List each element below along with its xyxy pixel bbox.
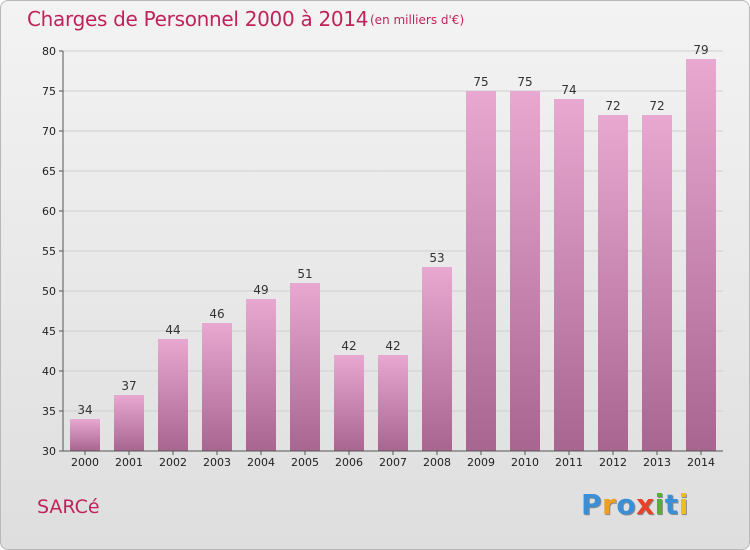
data-label: 34 — [77, 403, 92, 417]
bar — [598, 115, 628, 451]
x-tick-label: 2014 — [687, 456, 715, 469]
x-tick-label: 2012 — [599, 456, 627, 469]
y-tick-label: 35 — [42, 405, 56, 418]
bar — [114, 395, 144, 451]
bar — [290, 283, 320, 451]
data-label: 37 — [121, 379, 136, 393]
bar — [378, 355, 408, 451]
bar — [686, 59, 716, 451]
data-label: 53 — [429, 251, 444, 265]
x-tick-label: 2008 — [423, 456, 451, 469]
logo-letter: t — [664, 488, 679, 521]
x-tick-label: 2006 — [335, 456, 363, 469]
x-tick-label: 2002 — [159, 456, 187, 469]
logo-letter: x — [636, 488, 655, 521]
data-label: 51 — [297, 267, 312, 281]
x-tick-label: 2007 — [379, 456, 407, 469]
x-tick-label: 2005 — [291, 456, 319, 469]
logo-letter: i — [678, 488, 689, 521]
y-tick-label: 50 — [42, 285, 56, 298]
x-tick-label: 2003 — [203, 456, 231, 469]
logo-letter: o — [616, 488, 637, 521]
town-name: SARCé — [37, 496, 100, 518]
y-tick-label: 40 — [42, 365, 56, 378]
y-tick-label: 75 — [42, 85, 56, 98]
bar — [422, 267, 452, 451]
data-label: 44 — [165, 323, 180, 337]
bar — [246, 299, 276, 451]
x-tick-label: 2010 — [511, 456, 539, 469]
data-label: 72 — [605, 99, 620, 113]
data-label: 74 — [561, 83, 576, 97]
logo-letter: P — [581, 488, 603, 521]
y-tick-label: 55 — [42, 245, 56, 258]
data-label: 72 — [649, 99, 664, 113]
bar — [158, 339, 188, 451]
chart-title: Charges de Personnel 2000 à 2014 — [27, 7, 369, 31]
y-tick-label: 70 — [42, 125, 56, 138]
data-label: 49 — [253, 283, 268, 297]
y-tick-label: 65 — [42, 165, 56, 178]
y-tick-label: 30 — [42, 445, 56, 458]
x-tick-label: 2004 — [247, 456, 275, 469]
bar — [70, 419, 100, 451]
data-label: 46 — [209, 307, 224, 321]
chart-subtitle: (en milliers d'€) — [370, 13, 465, 27]
x-tick-label: 2011 — [555, 456, 583, 469]
data-label: 75 — [517, 75, 532, 89]
logo-letter: r — [602, 488, 617, 521]
bars — [70, 59, 716, 451]
y-tick-label: 80 — [42, 45, 56, 58]
labels: 30 35 40 45 50 55 60 65 70 75 80 34 2000 37 2001 44 2002… — [42, 43, 715, 469]
bar — [510, 91, 540, 451]
x-tick-label: 2013 — [643, 456, 671, 469]
data-label: 42 — [385, 339, 400, 353]
data-label: 75 — [473, 75, 488, 89]
x-tick-label: 2001 — [115, 456, 143, 469]
proxiti-logo[interactable]: Proxiti — [581, 488, 689, 521]
logo-letter: i — [654, 488, 665, 521]
y-tick-label: 60 — [42, 205, 56, 218]
axes — [59, 50, 723, 455]
bar — [466, 91, 496, 451]
x-tick-label: 2000 — [71, 456, 99, 469]
bar — [554, 99, 584, 451]
x-tick-label: 2009 — [467, 456, 495, 469]
y-tick-label: 45 — [42, 325, 56, 338]
data-label: 79 — [693, 43, 708, 57]
data-label: 42 — [341, 339, 356, 353]
bar — [202, 323, 232, 451]
bar — [334, 355, 364, 451]
bar — [642, 115, 672, 451]
